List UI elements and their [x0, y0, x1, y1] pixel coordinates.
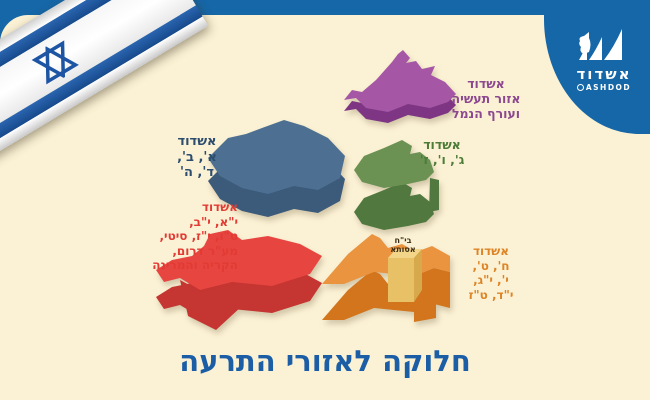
zone-label-south-marina: אשדוד י"א, י"ב, ט"ו, י"ז, סיטי, מע"ר דרו… [152, 200, 238, 272]
zone-label-g-v-z: אשדוד ג', ו', ז' [419, 137, 465, 167]
zone-industrial-port-shape [344, 50, 456, 123]
zone-a-b-d-h-shape [208, 120, 345, 217]
flag-center-field [0, 0, 196, 160]
zone-a-b-d-h-top [208, 120, 345, 194]
zone-g-v-z-top [354, 140, 434, 188]
star-of-david-icon [31, 40, 79, 85]
zone-label-h-t-y: אשדוד ח', ט', י', י"ג, י"ד, ט"ז [468, 244, 514, 302]
zone-south-marina-shape [156, 230, 322, 330]
zone-south-marina-side-low [180, 280, 242, 330]
assuta-hospital-label: בי"ח אסותא [390, 236, 416, 254]
ashdod-sails-lion-icon [579, 29, 622, 60]
assuta-hospital-block-top [388, 249, 422, 258]
ashdod-badge-icon [576, 84, 584, 91]
ashdod-logo-english-row: ASHDOD [576, 83, 632, 92]
zone-south-marina-top [156, 230, 322, 290]
zone-label-a-b-d-h: אשדוד א', ב', ד', ה' [177, 134, 217, 180]
zone-g-v-z-side-tab [429, 178, 439, 212]
page-title: חלוקה לאזורי התרעה [179, 344, 471, 378]
assuta-hospital-block-side [414, 249, 422, 302]
ashdod-logo-hebrew: אשדוד [576, 65, 632, 83]
zone-g-v-z-side [354, 182, 434, 230]
zone-industrial-port-top [344, 50, 456, 112]
ashdod-logo-english: ASHDOD [585, 83, 632, 92]
zone-h-t-y-shape [322, 234, 450, 322]
israel-flag-ribbon [0, 0, 209, 181]
lion-icon [579, 32, 591, 54]
zone-label-industrial-port: אשדוד אזור תעשיה ועורף הנמל [451, 76, 521, 121]
zone-h-t-y-side-right [414, 268, 450, 322]
zone-g-v-z-shape [354, 140, 439, 230]
assuta-hospital-block-front [388, 258, 414, 302]
